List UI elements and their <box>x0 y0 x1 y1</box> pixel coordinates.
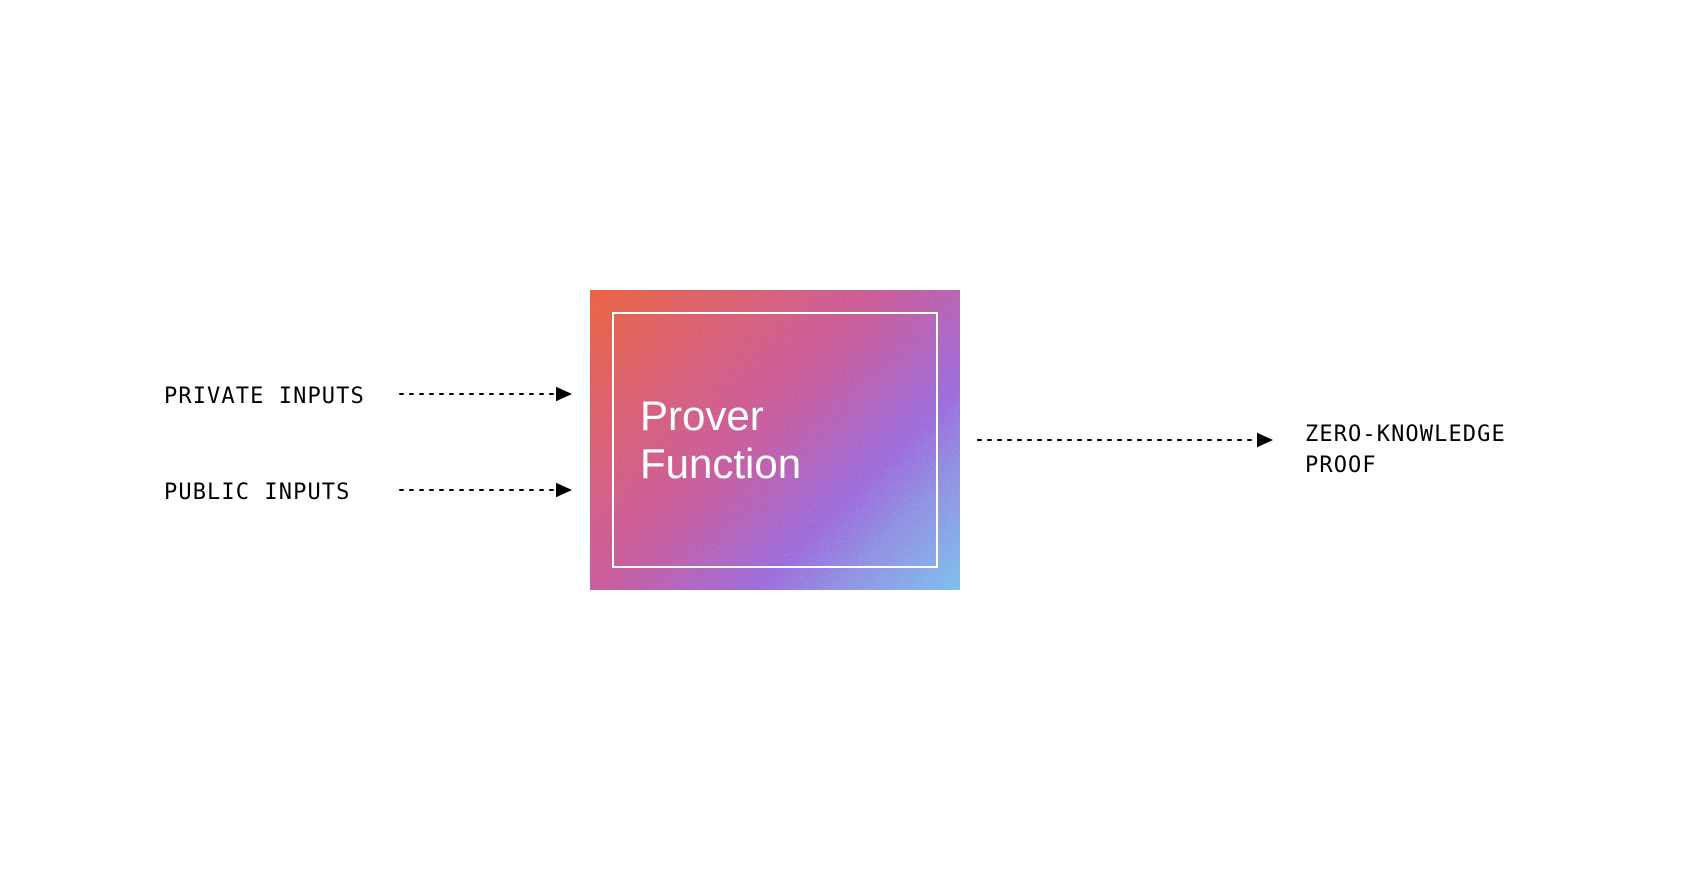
prover-function-gradient: Prover Function <box>590 290 960 590</box>
public-inputs-label: PUBLIC INPUTS <box>164 478 351 509</box>
title-line2: Function <box>640 440 801 487</box>
prover-function-title: Prover Function <box>590 392 960 489</box>
arrow-private-icon <box>400 382 588 406</box>
arrow-output-icon <box>978 428 1289 452</box>
output-label: ZERO-KNOWLEDGE PROOF <box>1305 420 1506 482</box>
output-label-line1: ZERO-KNOWLEDGE <box>1305 422 1506 447</box>
title-line1: Prover <box>640 392 764 439</box>
private-inputs-label: PRIVATE INPUTS <box>164 382 365 413</box>
output-label-line2: PROOF <box>1305 453 1377 478</box>
arrow-public-icon <box>400 478 588 502</box>
prover-function-box: Prover Function <box>590 290 960 590</box>
